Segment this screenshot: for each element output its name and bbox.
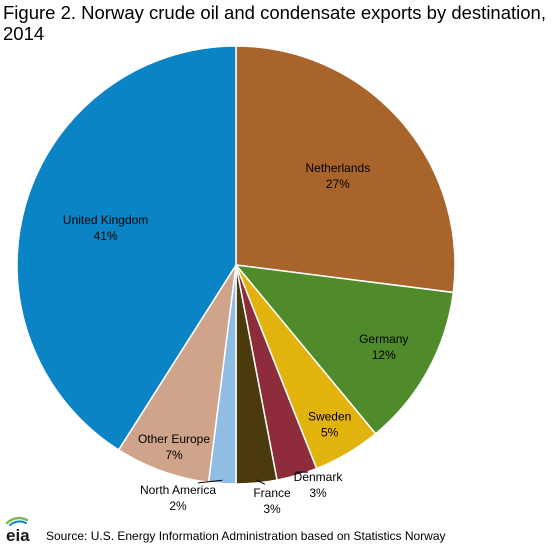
slice-label-netherlands: Netherlands xyxy=(305,161,370,175)
slice-value-france: 3% xyxy=(263,502,281,516)
pie-slice-netherlands xyxy=(235,45,456,294)
slice-value-netherlands: 27% xyxy=(326,177,350,191)
leader-line-north-america xyxy=(197,479,223,484)
leader-line-france xyxy=(256,479,266,485)
slice-value-north-america: 2% xyxy=(169,499,187,513)
chart-title: Figure 2. Norway crude oil and condensat… xyxy=(3,2,546,44)
slice-labels: Netherlands 27% Germany 12% Sweden 5% Denmark 3… xyxy=(63,161,409,516)
slice-label-other-europe: Other Europe xyxy=(138,432,210,446)
slice-label-germany: Germany xyxy=(359,332,408,346)
slice-label-denmark: Denmark xyxy=(294,470,344,484)
leader-lines xyxy=(197,471,309,485)
slice-label-sweden: Sweden xyxy=(308,409,351,423)
slice-label-france: France xyxy=(253,486,291,500)
pie-slice-united-kingdom xyxy=(16,45,237,451)
pie-slice-germany xyxy=(234,264,455,435)
source-note: Source: U.S. Energy Information Administ… xyxy=(46,529,446,543)
slice-value-germany: 12% xyxy=(372,348,396,362)
logo-text: eia xyxy=(6,526,30,544)
slice-label-north-america: North America xyxy=(140,483,216,497)
eia-logo-icon: eia xyxy=(5,516,30,544)
slice-value-other-europe: 7% xyxy=(165,448,183,462)
pie-slices xyxy=(16,45,456,485)
slice-label-united-kingdom: United Kingdom xyxy=(63,213,148,227)
pie-chart: Netherlands 27% Germany 12% Sweden 5% Denmark 3… xyxy=(16,45,456,516)
slice-value-sweden: 5% xyxy=(321,425,339,439)
slice-value-denmark: 3% xyxy=(309,486,327,500)
slice-value-united-kingdom: 41% xyxy=(94,229,118,243)
footer: eia Source: U.S. Energy Information Admi… xyxy=(4,516,554,544)
